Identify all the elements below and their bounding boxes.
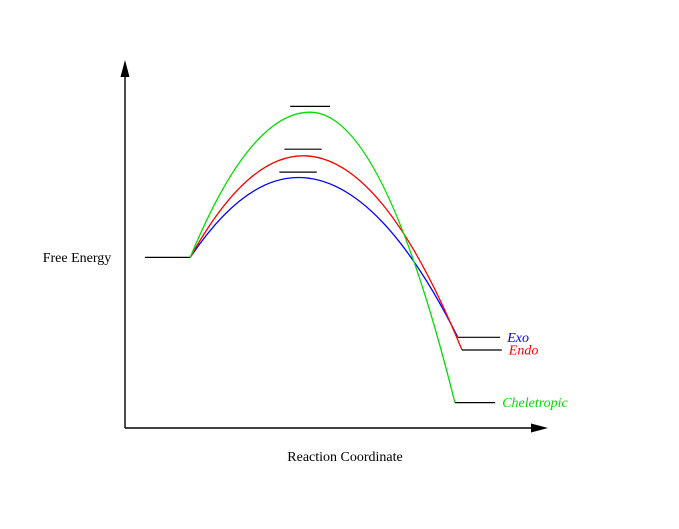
y-axis-label: Free Energy: [43, 251, 112, 266]
y-axis-arrowhead: [120, 60, 130, 77]
curve-cheletropic: [189, 111, 456, 403]
series-label-exo: Exo: [506, 331, 529, 346]
series-label-cheletropic: Cheletropic: [502, 396, 568, 411]
curve-endo: [189, 155, 463, 351]
series-label-endo: Endo: [508, 344, 539, 359]
x-axis-arrowhead: [531, 423, 548, 433]
x-axis-label: Reaction Coordinate: [287, 450, 402, 465]
